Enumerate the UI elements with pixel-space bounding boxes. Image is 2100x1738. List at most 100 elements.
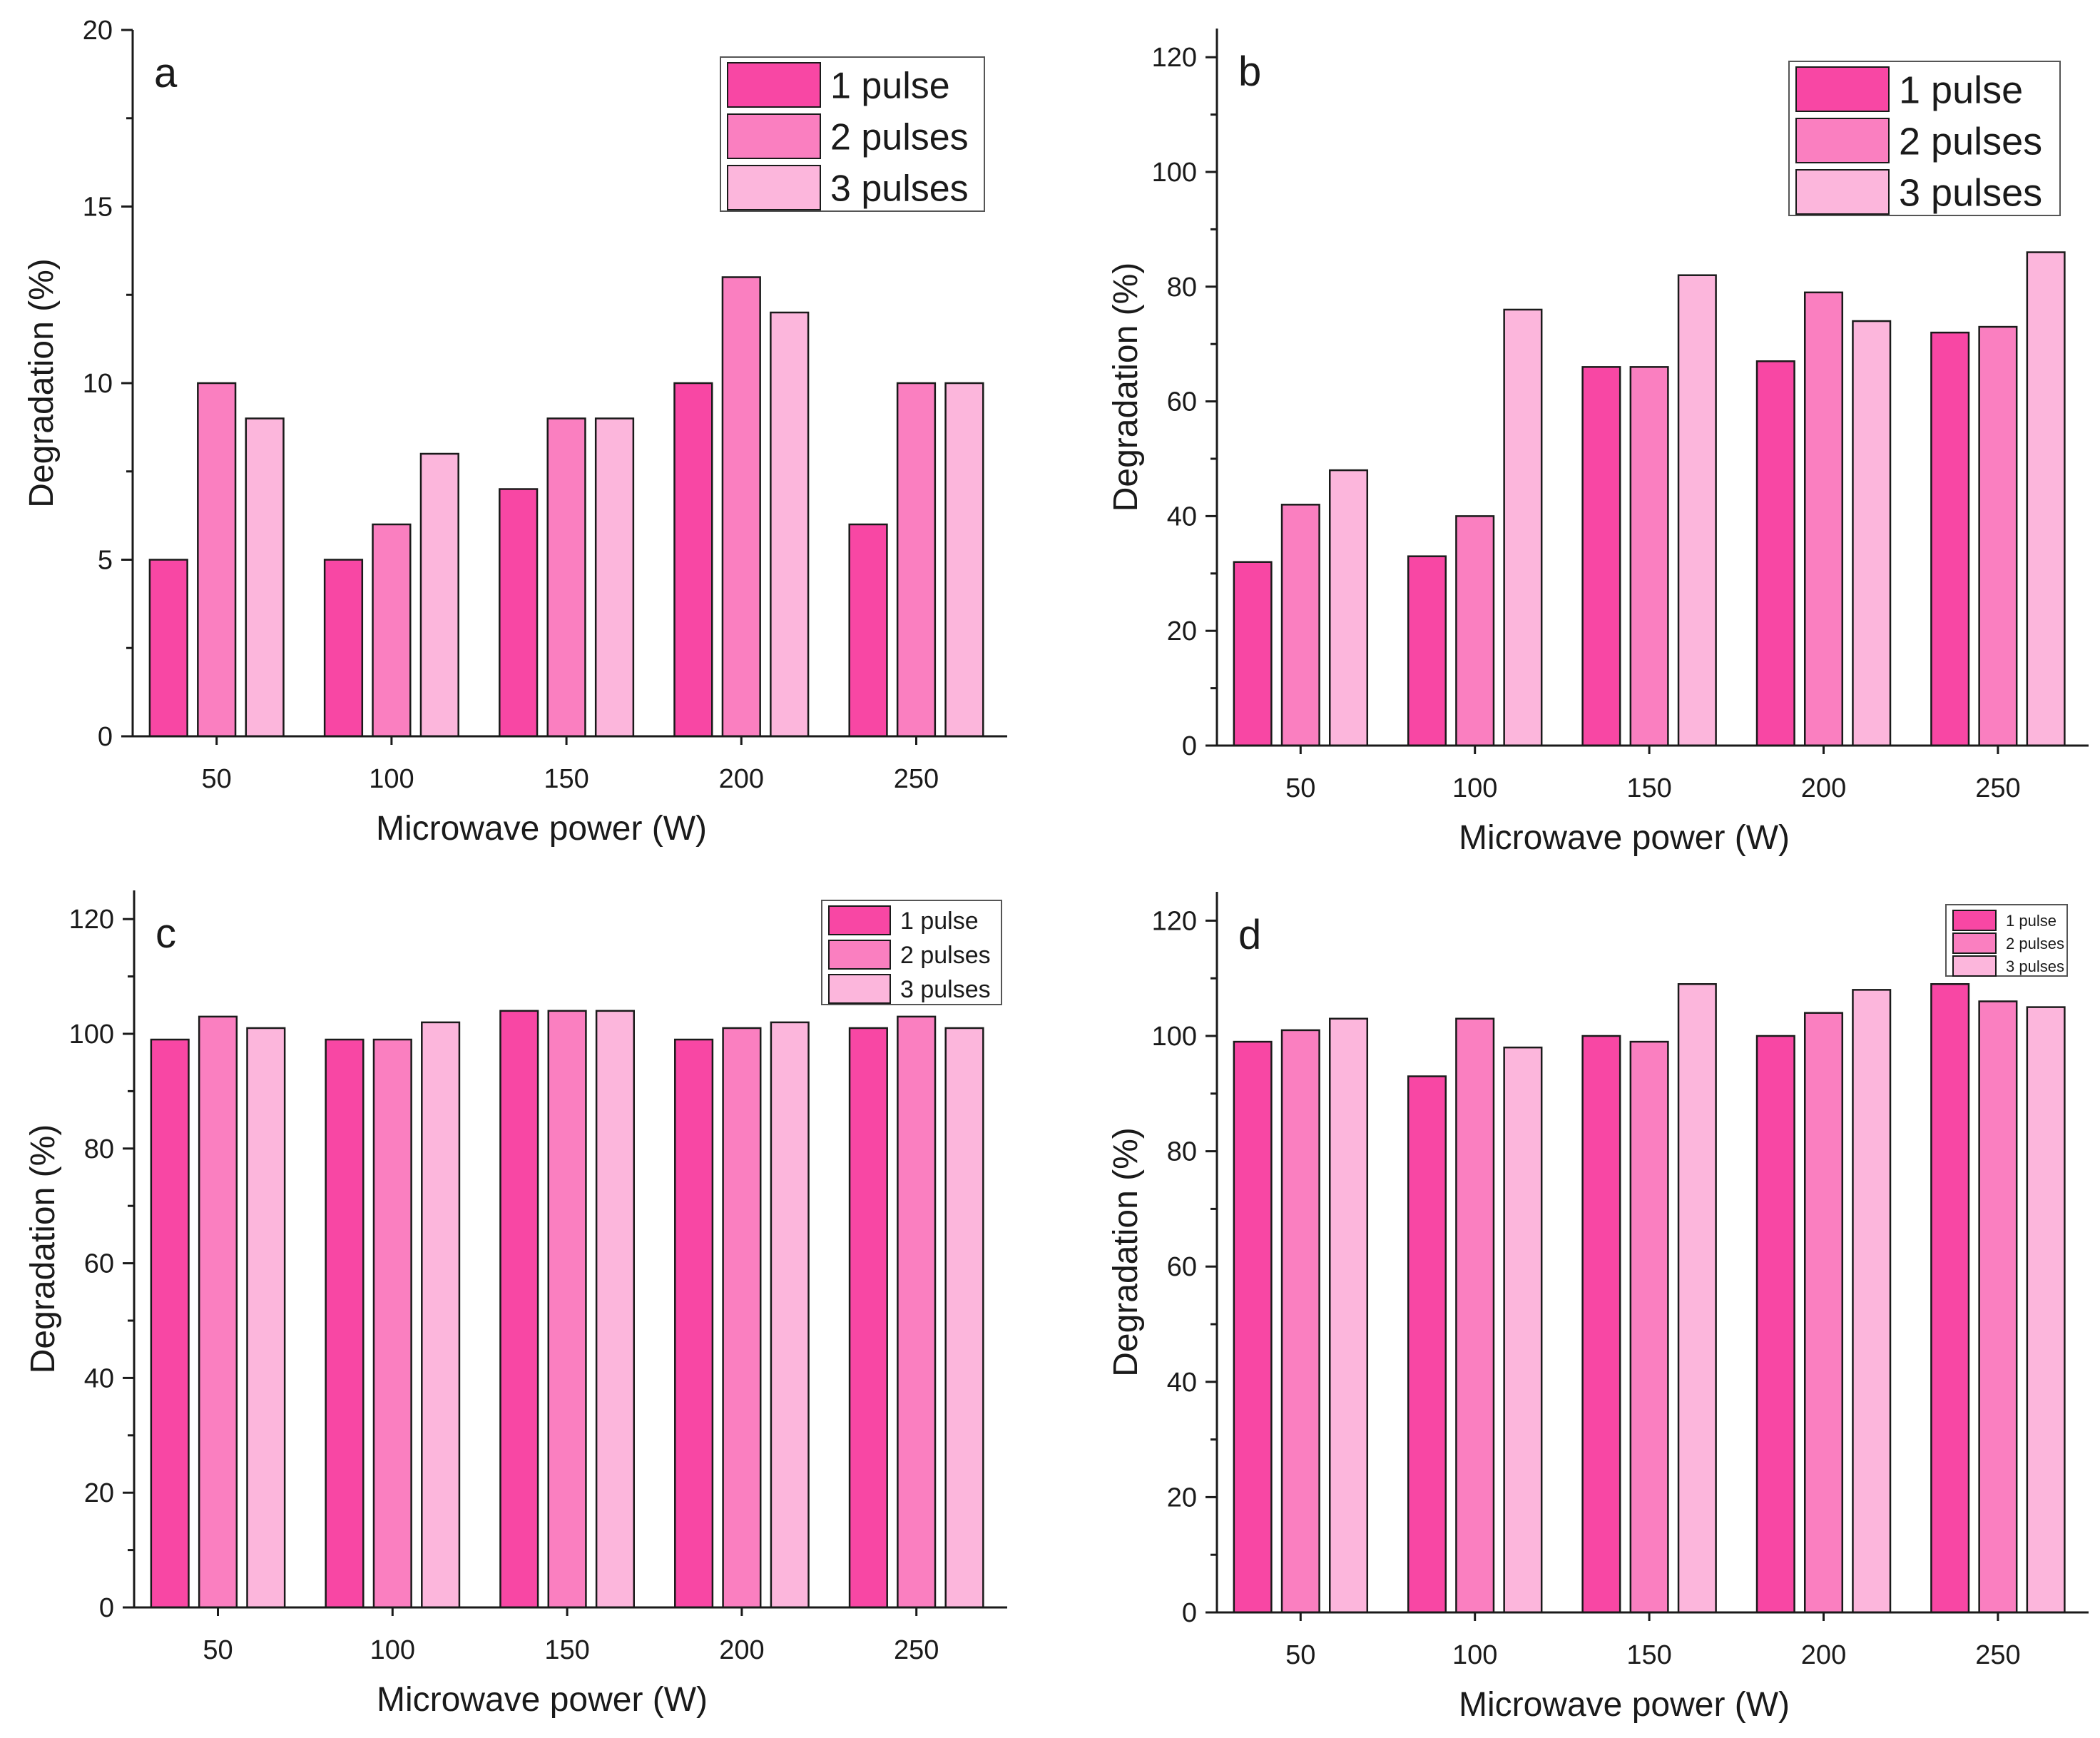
x-tick-label: 50: [1285, 773, 1315, 803]
y-tick-label: 20: [84, 1478, 114, 1508]
chart-panel-c: 50 100 150 200 250 0 20 40 60 80 100 120 Microwave p…: [24, 890, 1007, 1719]
legend-swatch: [1952, 932, 1997, 954]
y-tick-label: 0: [1182, 731, 1197, 761]
y-tick-label: 20: [1167, 616, 1197, 646]
bar-a-2-pulses-50: [197, 382, 237, 738]
y-tick-label: 120: [1152, 43, 1197, 73]
bar-d-1-pulse-100: [1407, 1075, 1447, 1614]
chart-panel-a: 50 100 150 200 250 0 5 10 15 20 Microwave power (W…: [23, 16, 1007, 848]
y-tick-label: 60: [84, 1249, 114, 1279]
bar-d-3-pulses-50: [1328, 1017, 1369, 1614]
chart-panel-d: 50 100 150 200 250 0 20 40 60 80 100 120 Microwave p…: [1107, 892, 2089, 1724]
x-tick-label: 200: [1801, 773, 1846, 803]
bar-d-2-pulses-250: [1978, 1000, 2018, 1614]
bar-a-1-pulse-100: [323, 559, 364, 738]
y-tick-label: 40: [1167, 1368, 1197, 1398]
bar-c-2-pulses-250: [897, 1015, 937, 1609]
bar-c-1-pulse-50: [150, 1038, 190, 1609]
y-tick-label: 80: [84, 1134, 114, 1164]
bar-b-2-pulses-50: [1280, 504, 1320, 747]
bar-d-3-pulses-150: [1677, 983, 1717, 1614]
legend-label: 1 pulse: [1899, 68, 2023, 111]
bar-b-1-pulse-200: [1755, 360, 1795, 747]
bar-b-1-pulse-250: [1930, 331, 1970, 747]
y-tick-label: 100: [1152, 158, 1197, 188]
y-tick-label: 0: [98, 722, 113, 752]
bar-d-2-pulses-200: [1803, 1012, 1844, 1614]
bar-c-2-pulses-150: [547, 1010, 587, 1609]
bar-c-1-pulse-150: [499, 1010, 539, 1609]
bar-b-3-pulses-50: [1328, 469, 1369, 747]
bar-d-1-pulse-50: [1233, 1040, 1273, 1614]
bar-d-2-pulses-150: [1629, 1040, 1669, 1614]
x-axis-label: Microwave power (W): [1459, 1686, 1790, 1724]
legend-swatch: [828, 974, 891, 1004]
chart-panel-b: 50 100 150 200 250 0 20 40 60 80 100 120 Microwave p…: [1107, 29, 2089, 857]
bar-c-2-pulses-50: [198, 1015, 238, 1609]
legend-label: 1 pulse: [830, 66, 950, 107]
y-tick-label: 40: [84, 1363, 114, 1393]
x-axis-label: Microwave power (W): [377, 1681, 708, 1719]
bar-b-2-pulses-100: [1455, 515, 1495, 747]
bar-b-2-pulses-250: [1978, 325, 2018, 747]
bar-c-2-pulses-100: [372, 1038, 412, 1609]
bar-a-3-pulses-100: [419, 452, 459, 738]
bar-b-2-pulses-200: [1803, 291, 1844, 747]
bar-a-2-pulses-150: [546, 417, 586, 738]
legend-label: 1 pulse: [2006, 912, 2056, 930]
bar-a-3-pulses-250: [944, 382, 984, 738]
legend-swatch: [1795, 66, 1890, 112]
legend-swatch: [727, 62, 821, 108]
bar-c-1-pulse-100: [325, 1038, 365, 1609]
panel-label-c: c: [156, 910, 176, 957]
y-axis-label: Degradation (%): [23, 258, 61, 508]
x-tick-label: 150: [544, 1635, 589, 1665]
y-tick-label: 15: [83, 193, 113, 223]
y-tick-label: 0: [99, 1593, 114, 1623]
y-tick-label: 10: [83, 369, 113, 399]
legend: 1 pulse 2 pulses 3 pulses: [1945, 904, 2068, 977]
legend-label: 2 pulses: [830, 117, 969, 158]
y-tick-label: 5: [98, 546, 113, 576]
bar-c-3-pulses-150: [595, 1010, 635, 1609]
legend-swatch: [1952, 910, 1997, 931]
bar-b-3-pulses-250: [2026, 251, 2066, 747]
bar-a-1-pulse-200: [673, 382, 713, 738]
bar-a-1-pulse-150: [499, 488, 539, 738]
bar-b-1-pulse-100: [1407, 555, 1447, 747]
legend-label: 3 pulses: [2006, 957, 2064, 975]
legend: 1 pulse 2 pulses 3 pulses: [1788, 61, 2061, 216]
x-tick-label: 50: [1285, 1640, 1315, 1670]
panel-label-a: a: [154, 50, 178, 96]
bar-b-2-pulses-150: [1629, 366, 1669, 747]
bar-d-1-pulse-150: [1581, 1035, 1621, 1614]
legend-swatch: [727, 113, 821, 159]
bar-d-3-pulses-200: [1852, 989, 1892, 1614]
bar-b-3-pulses-150: [1677, 274, 1717, 747]
bar-a-1-pulse-250: [848, 523, 888, 738]
bar-d-2-pulses-50: [1280, 1029, 1320, 1614]
bar-d-1-pulse-250: [1930, 983, 1970, 1614]
legend: 1 pulse 2 pulses 3 pulses: [720, 56, 985, 212]
x-tick-label: 200: [1801, 1640, 1846, 1670]
bar-c-1-pulse-250: [848, 1027, 888, 1609]
x-tick-label: 250: [894, 1635, 939, 1665]
bar-b-3-pulses-200: [1852, 320, 1892, 747]
y-axis-label: Degradation (%): [24, 1124, 62, 1374]
y-tick-label: 120: [69, 905, 114, 935]
legend-swatch: [1952, 955, 1997, 977]
bar-a-2-pulses-100: [372, 523, 412, 738]
bar-c-3-pulses-250: [944, 1027, 984, 1609]
bar-c-3-pulses-200: [770, 1021, 810, 1609]
panel-label-d: d: [1238, 912, 1261, 958]
legend-label: 2 pulses: [900, 942, 991, 969]
x-axis-label: Microwave power (W): [376, 810, 707, 848]
y-tick-label: 60: [1167, 387, 1197, 417]
x-axis-label: Microwave power (W): [1459, 819, 1790, 857]
y-tick-label: 20: [1167, 1483, 1197, 1513]
x-tick-label: 50: [203, 1635, 233, 1665]
x-tick-label: 250: [894, 764, 939, 794]
bar-a-1-pulse-50: [148, 559, 188, 738]
x-tick-label: 100: [1452, 1640, 1497, 1670]
